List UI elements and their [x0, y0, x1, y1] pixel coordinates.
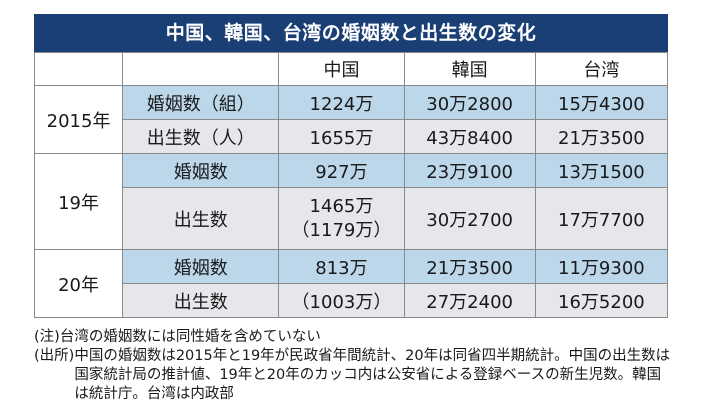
- row-label: 婚姻数: [122, 153, 280, 188]
- header-taiwan: 台湾: [534, 52, 669, 86]
- data-table: 中国 韓国 台湾 2015年 婚姻数（組） 1224万 30万2800 15万4…: [33, 52, 669, 318]
- table-row: 19年 婚姻数 927万 23万9100 13万1500: [33, 153, 669, 250]
- header-empty-item: [122, 52, 280, 86]
- header-row: 中国 韓国 台湾: [33, 52, 669, 86]
- note-tag: (注): [34, 329, 60, 345]
- table-frame: 中国、韓国、台湾の婚姻数と出生数の変化 中国 韓国 台湾 2015年 婚姻数（組…: [33, 14, 669, 318]
- header-empty-year: [33, 52, 124, 86]
- year-label-2015: 2015年: [33, 85, 124, 154]
- table-row: 出生数（人） 1655万 43万8400 21万3500: [35, 119, 669, 154]
- year-label-19: 19年: [33, 153, 124, 250]
- source-tag: (出所): [34, 348, 75, 364]
- table-row: 20年 婚姻数 813万 21万3500 11万9300: [33, 249, 669, 318]
- table-row: 出生数 1465万 （1179万） 30万2700 17万7700: [35, 187, 669, 250]
- cell-value: 11万9300: [534, 249, 669, 284]
- year-label-20: 20年: [33, 249, 124, 318]
- cell-value: 13万1500: [534, 153, 669, 188]
- cell-value: 16万5200: [534, 283, 669, 318]
- header-china: 中国: [278, 52, 405, 86]
- cell-value: 27万2400: [403, 283, 536, 318]
- cell-value: 1224万: [278, 85, 405, 120]
- note-text: 台湾の婚姻数には同性婚を含めていない: [59, 329, 321, 345]
- row-label: 出生数（人）: [122, 119, 280, 154]
- cell-value: 43万8400: [403, 119, 536, 154]
- note: (注) 台湾の婚姻数には同性婚を含めていない: [34, 328, 674, 347]
- cell-value: 813万: [278, 249, 405, 284]
- row-label: 婚姻数（組）: [122, 85, 280, 120]
- cell-value: 1655万: [278, 119, 405, 154]
- cell-value: 17万7700: [534, 187, 669, 250]
- cell-value: 23万9100: [403, 153, 536, 188]
- table-row: 2015年 婚姻数（組） 1224万 30万2800 15万4300: [33, 85, 669, 154]
- cell-value: 15万4300: [534, 85, 669, 120]
- cell-value: 21万3500: [534, 119, 669, 154]
- row-label: 出生数: [122, 283, 280, 318]
- cell-value: （1003万）: [278, 283, 405, 318]
- table-title: 中国、韓国、台湾の婚姻数と出生数の変化: [34, 14, 668, 52]
- source-text: 中国の婚姻数は2015年と19年が民政省年間統計、20年は同省四半期統計。中国の…: [74, 348, 671, 402]
- cell-value: 30万2700: [403, 187, 536, 250]
- cell-value-main: 1465万: [309, 195, 374, 217]
- cell-value-sub: （1179万）: [291, 219, 392, 241]
- source-note: (出所) 中国の婚姻数は2015年と19年が民政省年間統計、20年は同省四半期統…: [34, 347, 674, 404]
- row-label: 婚姻数: [122, 249, 280, 284]
- header-korea: 韓国: [403, 52, 536, 86]
- table-row: 出生数 （1003万） 27万2400 16万5200: [35, 283, 669, 318]
- row-label: 出生数: [122, 187, 280, 250]
- cell-value: 1465万 （1179万）: [278, 187, 405, 250]
- footnotes: (注) 台湾の婚姻数には同性婚を含めていない (出所) 中国の婚姻数は2015年…: [34, 328, 674, 404]
- cell-value: 30万2800: [403, 85, 536, 120]
- cell-value: 927万: [278, 153, 405, 188]
- cell-value: 21万3500: [403, 249, 536, 284]
